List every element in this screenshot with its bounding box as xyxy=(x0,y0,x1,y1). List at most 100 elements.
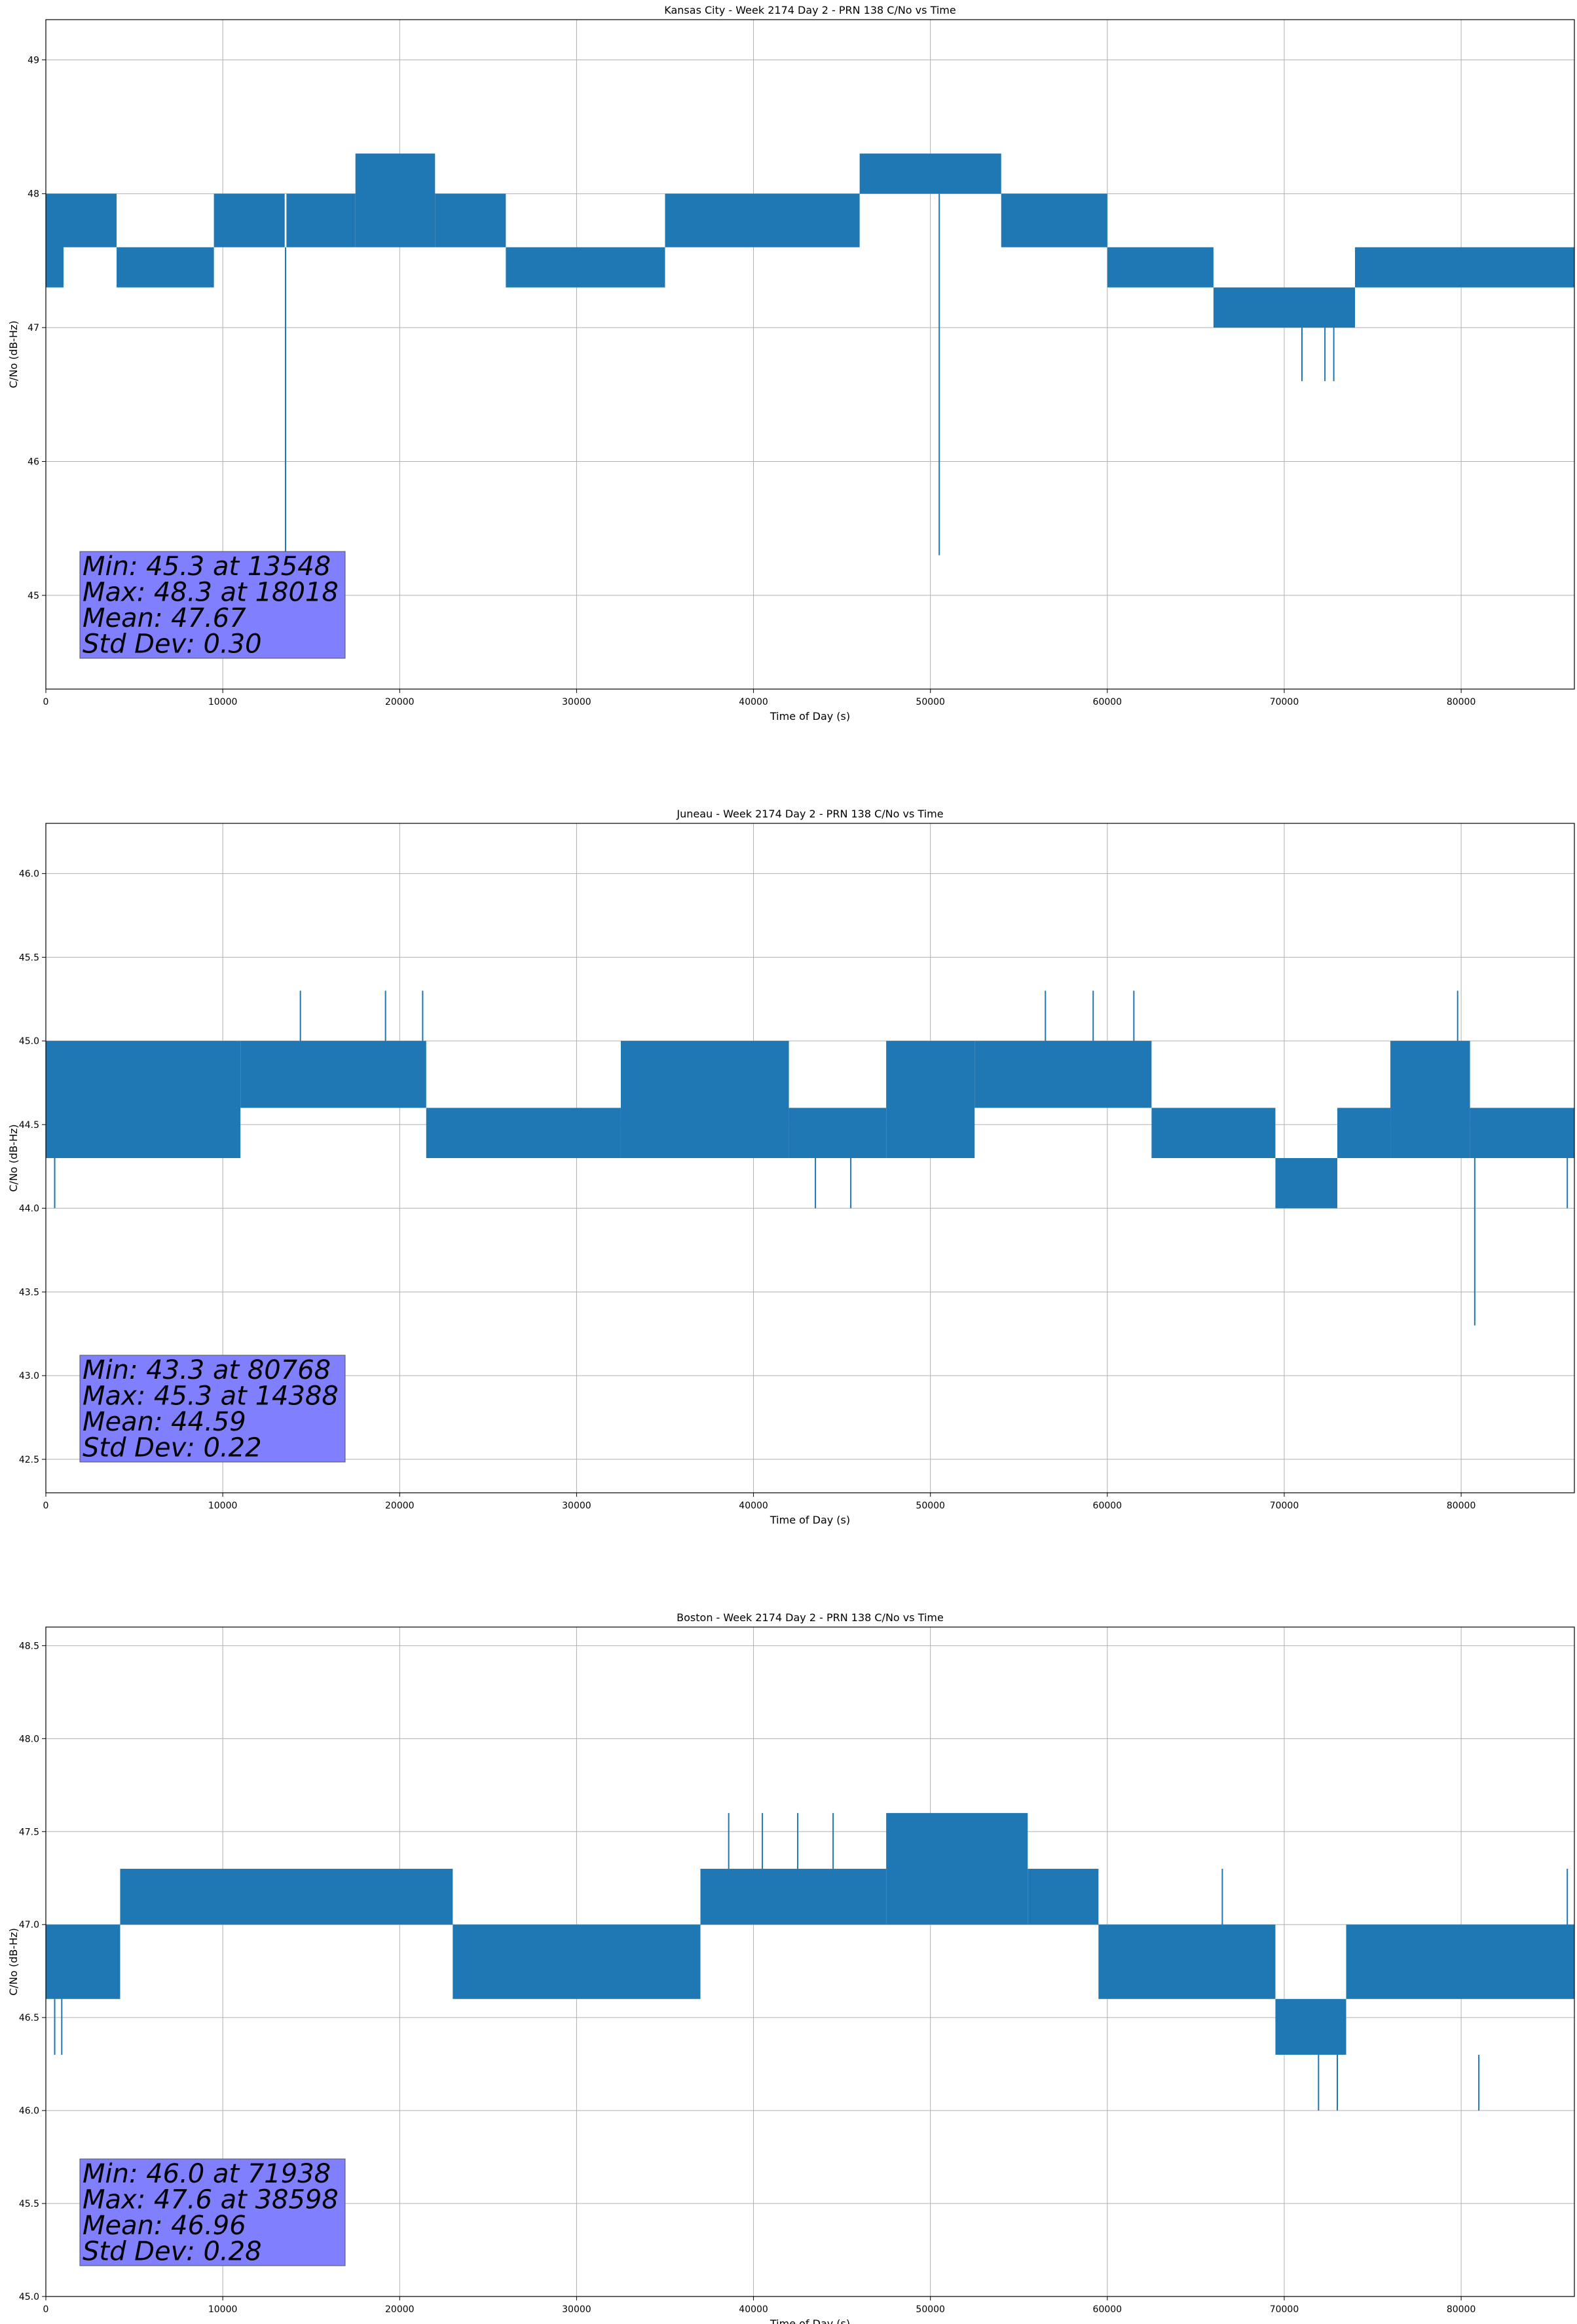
chart-title: Boston - Week 2174 Day 2 - PRN 138 C/No … xyxy=(677,1611,944,1624)
data-band xyxy=(240,1041,426,1108)
stats-line: Std Dev: 0.30 xyxy=(83,629,262,660)
y-tick-label: 45 xyxy=(28,591,39,601)
x-axis-label: Time of Day (s) xyxy=(770,2317,850,2324)
data-band xyxy=(286,193,356,248)
data-band xyxy=(788,1108,887,1158)
data-band xyxy=(1001,193,1107,248)
axes-frame xyxy=(45,823,1575,1493)
data-band xyxy=(1107,247,1214,288)
chart-title: Kansas City - Week 2174 Day 2 - PRN 138 … xyxy=(664,4,955,16)
y-tick-label: 45.5 xyxy=(19,2199,39,2209)
x-tick-label: 80000 xyxy=(1447,2304,1476,2315)
data-band xyxy=(1470,1108,1574,1158)
x-tick-label: 0 xyxy=(43,2304,49,2315)
data-band xyxy=(1346,1924,1574,1999)
stats-line: Mean: 46.96 xyxy=(83,2211,246,2241)
y-tick-label: 49 xyxy=(28,55,39,66)
y-axis-label: C/No (dB-Hz) xyxy=(7,320,20,388)
data-band xyxy=(620,1041,789,1158)
chart-panel-2: 0 10000 20000 30000 40000 50000 60000 70000 8000… xyxy=(7,808,1575,1526)
data-band xyxy=(46,1041,241,1158)
stats-line: Max: 45.3 at 14388 xyxy=(83,1381,339,1412)
y-tick-label: 45.0 xyxy=(19,1036,39,1047)
x-tick-label: 60000 xyxy=(1093,2304,1122,2315)
x-tick-label: 40000 xyxy=(739,2304,768,2315)
x-tick-label: 70000 xyxy=(1270,2304,1299,2315)
x-tick-label: 0 xyxy=(43,697,49,707)
y-tick-label: 46 xyxy=(28,457,39,468)
y-tick-label: 47.5 xyxy=(19,1827,39,1837)
y-tick-label: 42.5 xyxy=(19,1455,39,1465)
stats-line: Max: 48.3 at 18018 xyxy=(83,578,339,608)
x-tick-label: 70000 xyxy=(1270,1501,1299,1511)
chart-panel-1: 0 10000 20000 30000 40000 50000 60000 70000 8000… xyxy=(7,4,1575,722)
x-tick-label: 50000 xyxy=(916,2304,945,2315)
x-tick-label: 80000 xyxy=(1447,697,1476,707)
stats-box xyxy=(79,551,346,659)
stats-line: Mean: 44.59 xyxy=(83,1407,246,1437)
x-axis-label: Time of Day (s) xyxy=(770,1514,850,1526)
x-tick-label: 10000 xyxy=(208,1501,238,1511)
x-tick-label: 10000 xyxy=(208,697,238,707)
data-band xyxy=(1390,1041,1470,1158)
y-tick-label: 47.0 xyxy=(19,1920,39,1930)
y-tick-label: 45.5 xyxy=(19,952,39,963)
x-tick-label: 30000 xyxy=(562,2304,591,2315)
stats-line: Min: 46.0 at 71938 xyxy=(83,2159,331,2189)
data-band xyxy=(665,193,860,248)
data-band xyxy=(506,247,665,288)
y-tick-label: 46.0 xyxy=(19,2106,39,2116)
x-tick-label: 70000 xyxy=(1270,697,1299,707)
data-band xyxy=(1355,247,1574,288)
x-axis-label: Time of Day (s) xyxy=(770,710,850,722)
data-band xyxy=(1275,1158,1338,1209)
data-series xyxy=(46,990,1574,1326)
y-tick-label: 43.5 xyxy=(19,1287,39,1298)
stats-line: Mean: 47.67 xyxy=(83,603,246,633)
data-band xyxy=(355,153,436,248)
y-tick-label: 48 xyxy=(28,189,39,200)
y-tick-label: 46.5 xyxy=(19,2013,39,2023)
data-band xyxy=(1337,1108,1391,1158)
stats-box xyxy=(79,2158,346,2266)
stats-line: Min: 45.3 at 13548 xyxy=(83,552,331,582)
data-band xyxy=(1275,1998,1346,2055)
x-tick-label: 30000 xyxy=(562,1501,591,1511)
stats-line: Std Dev: 0.28 xyxy=(83,2237,262,2267)
stats-line: Max: 47.6 at 38598 xyxy=(83,2185,339,2215)
x-tick-label: 60000 xyxy=(1093,697,1122,707)
data-band xyxy=(453,1924,701,1999)
data-band xyxy=(1213,287,1356,328)
x-tick-label: 20000 xyxy=(385,697,415,707)
data-band xyxy=(213,193,285,248)
data-band xyxy=(700,1869,887,1925)
y-tick-label: 48.5 xyxy=(19,1641,39,1651)
data-band xyxy=(859,153,1001,194)
data-band xyxy=(435,193,506,248)
y-axis-label: C/No (dB-Hz) xyxy=(7,1928,20,1995)
x-tick-label: 60000 xyxy=(1093,1501,1122,1511)
y-tick-label: 48.0 xyxy=(19,1734,39,1744)
x-tick-label: 40000 xyxy=(739,697,768,707)
data-series xyxy=(46,153,1574,555)
chart-panel-3: 0 10000 20000 30000 40000 50000 60000 70000 8000… xyxy=(7,1611,1575,2324)
data-series xyxy=(46,1812,1574,2111)
x-tick-label: 30000 xyxy=(562,697,591,707)
data-band xyxy=(1098,1924,1276,1999)
x-tick-label: 40000 xyxy=(739,1501,768,1511)
y-tick-label: 46.0 xyxy=(19,869,39,880)
x-tick-label: 10000 xyxy=(208,2304,238,2315)
chart-title: Juneau - Week 2174 Day 2 - PRN 138 C/No … xyxy=(676,808,943,820)
x-tick-label: 20000 xyxy=(385,2304,415,2315)
x-tick-label: 50000 xyxy=(916,1501,945,1511)
data-band xyxy=(886,1041,975,1158)
y-tick-label: 45.0 xyxy=(19,2292,39,2302)
stats-line: Std Dev: 0.22 xyxy=(83,1433,262,1463)
y-axis-label: C/No (dB-Hz) xyxy=(7,1124,20,1191)
y-tick-label: 47 xyxy=(28,323,39,333)
data-band xyxy=(120,1869,453,1925)
